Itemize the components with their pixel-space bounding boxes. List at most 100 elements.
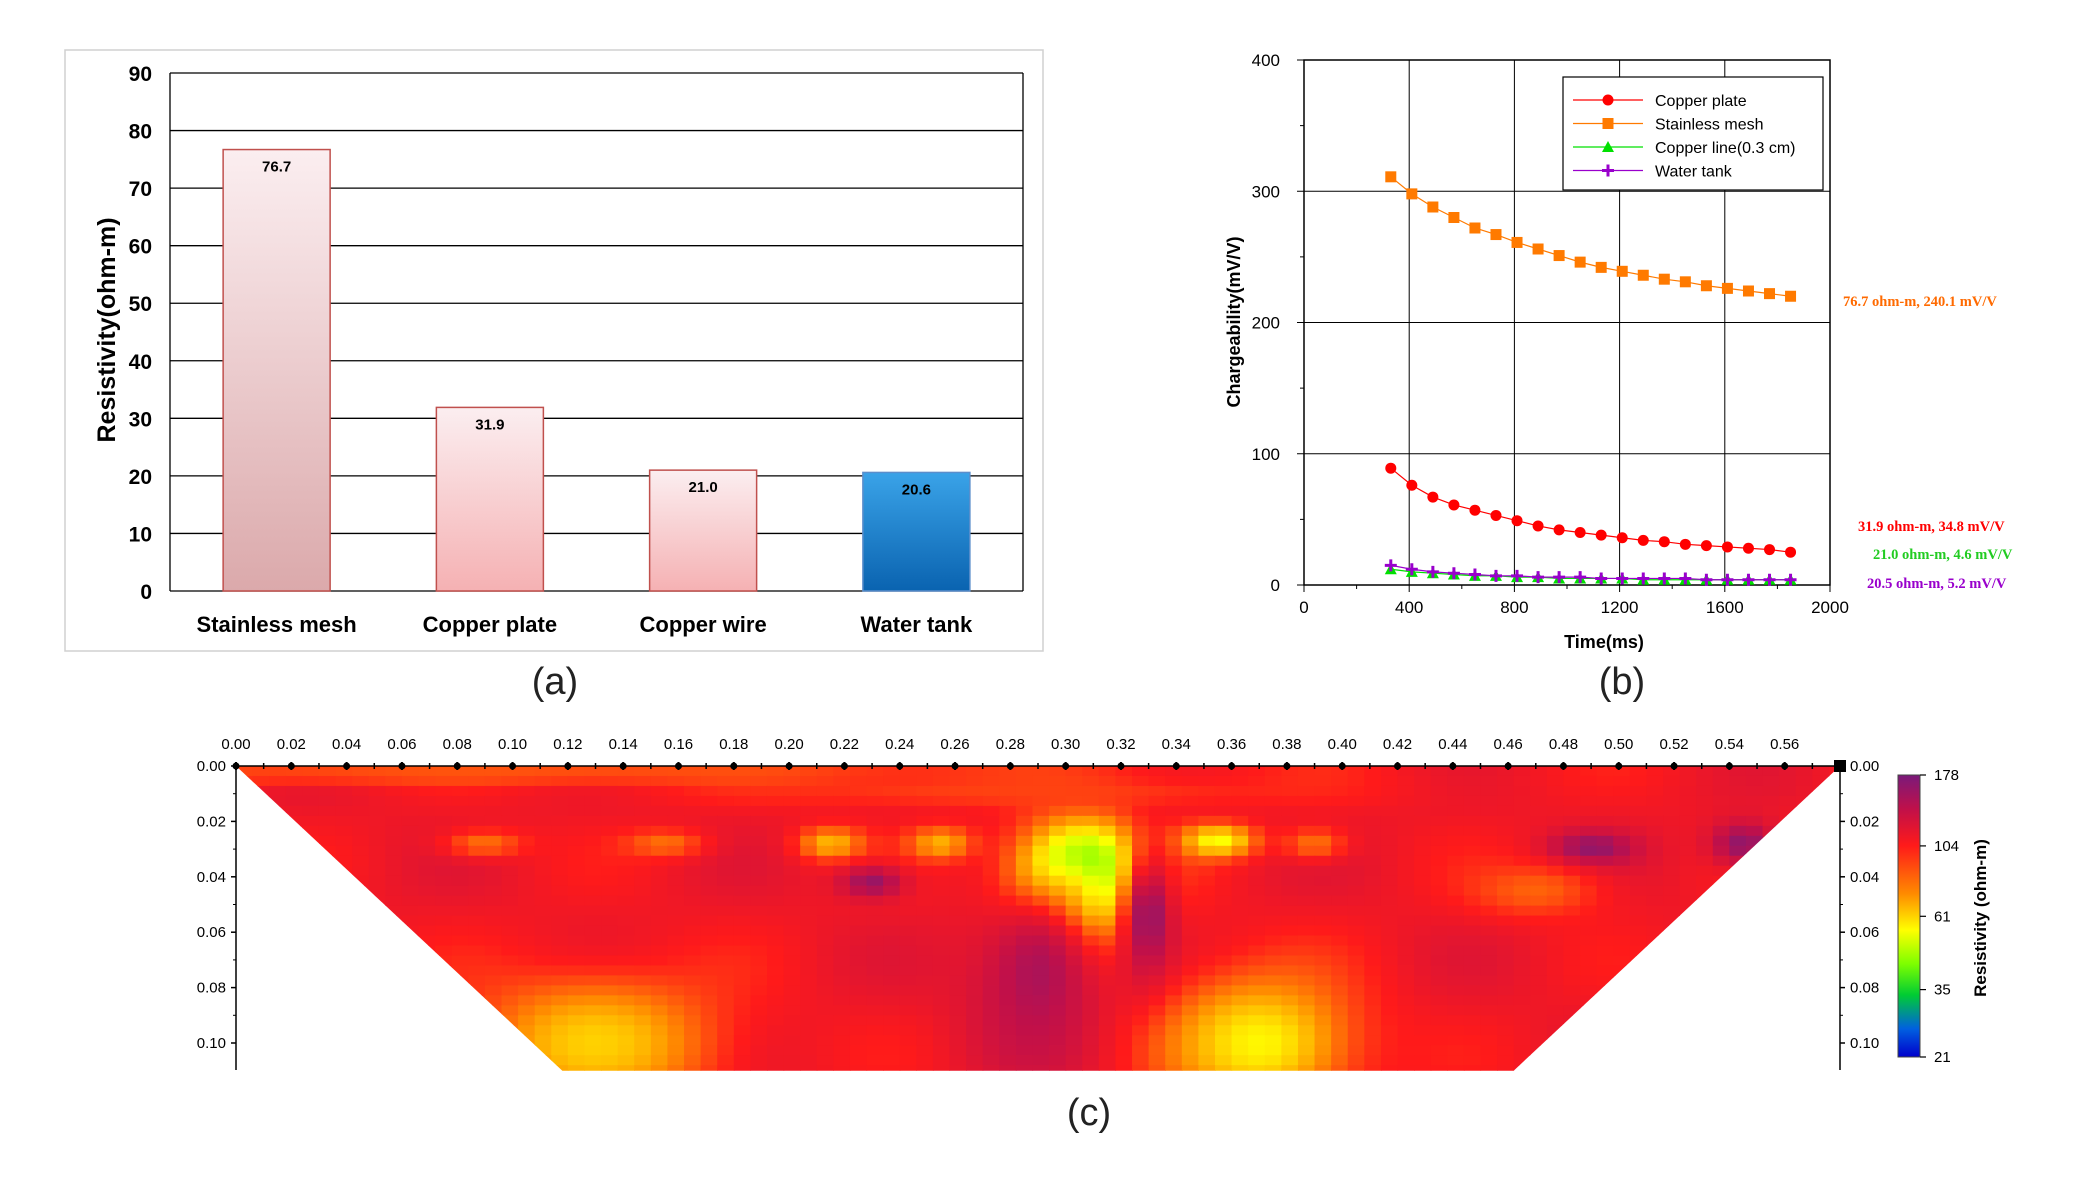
heatmap-cell bbox=[1795, 975, 1813, 986]
heatmap-cell bbox=[518, 1065, 536, 1071]
heatmap-cell bbox=[684, 825, 702, 837]
heatmap-cell bbox=[418, 955, 436, 967]
heatmap-cell bbox=[1513, 1045, 1531, 1056]
heatmap-cell bbox=[1513, 795, 1531, 807]
heatmap-cell bbox=[269, 915, 287, 927]
heatmap-cell bbox=[1397, 985, 1415, 996]
heatmap-cell bbox=[1696, 766, 1714, 777]
heatmap-cell bbox=[932, 925, 951, 937]
heatmap-cell bbox=[601, 1035, 619, 1046]
heatmap-cell bbox=[1580, 855, 1598, 867]
heatmap-cell bbox=[1629, 925, 1648, 937]
colorbar-tick-label: 21 bbox=[1934, 1049, 1951, 1066]
heatmap-cell bbox=[617, 935, 635, 947]
heatmap-cell bbox=[1049, 1065, 1067, 1071]
heatmap-cell bbox=[1281, 1025, 1299, 1036]
electrode-dot bbox=[785, 762, 793, 770]
data-point bbox=[1742, 542, 1754, 554]
heatmap-cell bbox=[601, 885, 619, 897]
heatmap-cell bbox=[435, 875, 453, 887]
heatmap-cell bbox=[1364, 955, 1382, 967]
heatmap-cell bbox=[285, 775, 303, 787]
heatmap-cell bbox=[1646, 895, 1664, 907]
heatmap-cell bbox=[1380, 1065, 1399, 1071]
heatmap-cell bbox=[1264, 835, 1282, 847]
heatmap-cell bbox=[783, 885, 801, 897]
heatmap-cell bbox=[982, 995, 1000, 1006]
heatmap-cell bbox=[1463, 995, 1482, 1006]
heatmap-cell bbox=[484, 1025, 503, 1036]
heatmap-cell bbox=[916, 905, 934, 917]
heatmap-cell bbox=[982, 1035, 1000, 1046]
heatmap-cell bbox=[982, 925, 1000, 937]
heatmap-cell bbox=[883, 805, 901, 817]
heatmap-cell bbox=[1580, 815, 1598, 827]
heatmap-cell bbox=[1049, 835, 1067, 847]
heatmap-cell bbox=[717, 1035, 735, 1046]
heatmap-cell bbox=[1214, 915, 1233, 927]
heatmap-cell bbox=[501, 875, 519, 887]
heatmap-cell bbox=[435, 885, 453, 897]
heatmap-cell bbox=[999, 1025, 1017, 1036]
heatmap-cell bbox=[899, 1045, 917, 1056]
heatmap-cell bbox=[285, 895, 303, 907]
heatmap-cell bbox=[1430, 905, 1448, 917]
heatmap-cell bbox=[1712, 815, 1730, 827]
heatmap-cell bbox=[1082, 775, 1100, 787]
heatmap-cell bbox=[385, 1005, 403, 1016]
heatmap-cell bbox=[302, 775, 320, 787]
heatmap-cell bbox=[584, 825, 602, 837]
heatmap-cell bbox=[1430, 805, 1448, 817]
heatmap-cell bbox=[418, 855, 436, 867]
heatmap-cell bbox=[1447, 895, 1465, 907]
heatmap-cell bbox=[1745, 965, 1764, 977]
heatmap-cell bbox=[883, 895, 901, 907]
heatmap-cell bbox=[1098, 1005, 1117, 1016]
electrode-dot bbox=[398, 762, 406, 770]
heatmap-cell bbox=[318, 845, 337, 857]
heatmap-cell bbox=[567, 1015, 586, 1026]
heatmap-cell bbox=[1447, 835, 1465, 847]
electrode-dot bbox=[1504, 762, 1512, 770]
series-water-tank bbox=[1384, 559, 1797, 586]
heatmap-cell bbox=[1347, 925, 1365, 937]
heatmap-cell bbox=[1181, 965, 1199, 977]
heatmap-cell bbox=[484, 766, 503, 777]
heatmap-cell bbox=[966, 865, 984, 877]
heatmap-cell bbox=[1364, 815, 1382, 827]
heatmap-cell bbox=[1331, 825, 1349, 837]
heatmap-cell bbox=[1679, 1025, 1697, 1036]
heatmap-cell bbox=[1181, 915, 1199, 927]
heatmap-cell bbox=[932, 905, 951, 917]
heatmap-cell bbox=[1214, 905, 1233, 917]
heatmap-cell bbox=[949, 875, 967, 887]
data-point bbox=[1469, 222, 1481, 234]
heatmap-cell bbox=[1364, 1035, 1382, 1046]
heatmap-cell bbox=[1546, 805, 1565, 817]
heatmap-cell bbox=[816, 1065, 834, 1071]
heatmap-cell bbox=[932, 825, 951, 837]
heatmap-cell bbox=[1762, 1035, 1780, 1046]
heatmap-cell bbox=[684, 835, 702, 847]
heatmap-cell bbox=[1397, 905, 1415, 917]
heatmap-cell bbox=[1613, 935, 1631, 947]
heatmap-cell bbox=[1397, 955, 1415, 967]
heatmap-cell bbox=[1663, 945, 1681, 957]
heatmap-cell bbox=[1214, 775, 1233, 787]
heatmap-cell bbox=[766, 855, 785, 867]
panel-c-resistivity-section: 0.00 0.02 0.04 0.06 0.08 0.10 0.12 0.14 0.16 0.18… bbox=[197, 736, 1990, 1071]
heatmap-cell bbox=[1297, 1015, 1316, 1026]
heatmap-cell bbox=[1497, 935, 1515, 947]
heatmap-cell bbox=[1364, 1045, 1382, 1056]
heatmap-cell bbox=[584, 925, 602, 937]
heatmap-cell bbox=[1663, 835, 1681, 847]
heatmap-cell bbox=[252, 835, 270, 847]
electrode-dot bbox=[730, 762, 738, 770]
heatmap-cell bbox=[1463, 1065, 1482, 1071]
heatmap-cell bbox=[982, 935, 1000, 947]
heatmap-cell bbox=[1364, 915, 1382, 927]
heatmap-cell bbox=[1696, 945, 1714, 957]
heatmap-cell bbox=[1414, 885, 1432, 897]
heatmap-cell bbox=[1281, 915, 1299, 927]
